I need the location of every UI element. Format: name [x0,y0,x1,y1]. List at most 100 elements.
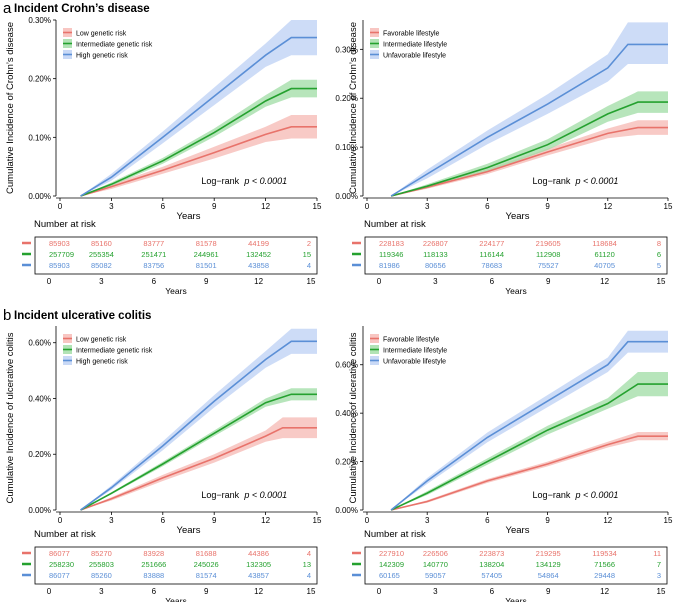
p-value-label: p < 0.0001 [575,490,619,500]
risk-cell: 15 [303,250,311,259]
risk-x-tick-label: 0 [377,277,382,286]
risk-cell: 85160 [91,239,112,248]
x-tick-label: 0 [58,516,63,525]
risk-x-tick-label: 6 [490,277,495,286]
x-tick-label: 15 [664,202,673,211]
section-a-letter: a [3,0,12,17]
risk-cell: 224177 [479,239,504,248]
risk-x-tick-label: 12 [600,277,609,286]
risk-cell: 219295 [536,549,561,558]
series-line-1 [80,126,317,197]
legend-label: Unfavorable lifestyle [383,359,446,366]
risk-cell: 75527 [538,261,559,270]
risk-cell: 132452 [246,250,271,259]
risk-x-tick-label: 6 [152,277,157,286]
risk-x-tick-label: 6 [490,587,495,596]
legend-label: Low genetic risk [76,31,127,38]
y-tick-label: 0.20% [335,94,358,103]
risk-x-axis-label: Years [505,286,526,296]
y-tick-label: 0.40% [335,409,358,418]
x-tick-label: 9 [212,202,217,211]
risk-cell: 116144 [480,250,504,259]
risk-cell: 13 [303,560,311,569]
risk-cell: 112908 [536,250,560,259]
risk-cell: 7 [657,560,661,569]
x-tick-label: 9 [212,516,217,525]
series-line-1 [390,435,668,511]
risk-cell: 81578 [196,239,217,248]
series-line-1 [80,427,317,511]
x-tick-label: 3 [109,516,114,525]
y-axis-label: Cumulative Incidence of ulcerative colit… [5,332,16,503]
ci-band-3 [391,330,668,510]
risk-cell: 251471 [141,250,166,259]
y-tick-label: 0.00% [335,506,358,515]
x-axis-label: Years [177,525,201,536]
series-line-3 [80,340,317,511]
risk-table-title: Number at risk [364,529,426,540]
x-tick-label: 12 [603,516,612,525]
risk-x-tick-label: 3 [433,277,438,286]
risk-cell: 43858 [248,261,269,270]
risk-cell: 60165 [379,571,400,580]
risk-x-tick-label: 9 [204,277,209,286]
risk-cell: 85082 [91,261,112,270]
y-axis-label: Cumulative Incidence of Crohn’s disease [348,22,359,194]
x-axis-label: Years [506,211,530,222]
risk-x-tick-label: 3 [99,587,104,596]
x-tick-label: 3 [425,202,430,211]
risk-cell: 219605 [536,239,561,248]
risk-table-title: Number at risk [364,219,426,230]
x-tick-label: 9 [545,202,550,211]
logrank-label: Log−rank [533,490,571,500]
risk-x-tick-label: 12 [254,277,263,286]
risk-cell: 257709 [49,250,74,259]
risk-cell: 4 [307,571,311,580]
y-axis-label: Cumulative Incidence of ulcerative colit… [348,332,359,503]
risk-cell: 255354 [89,250,114,259]
risk-cell: 223873 [479,549,504,558]
ci-band-3 [391,22,668,197]
legend-label: Favorable lifestyle [383,337,440,344]
risk-cell: 80656 [425,261,446,270]
risk-cell: 85903 [49,261,70,270]
y-tick-label: 0.00% [28,506,51,515]
risk-cell: 227910 [379,549,404,558]
risk-cell: 61120 [594,250,614,259]
panel-a-right: 0.00% 0.10% 0.20% 0.30% 0 3 6 9 12 15 Years Cumulat… [335,20,673,296]
series-line-1 [390,126,668,197]
risk-cell: 85260 [91,571,112,580]
risk-x-tick-label: 15 [307,277,316,286]
y-axis-label: Cumulative Incidence of Crohn’s disease [5,22,16,194]
risk-cell: 78683 [481,261,502,270]
y-tick-label: 0.40% [28,394,51,403]
series-line-3 [390,340,668,511]
x-axis-label: Years [177,211,201,222]
ci-band-1 [391,432,668,510]
y-tick-label: 0.00% [28,192,51,201]
section-b-letter: b [3,307,11,324]
risk-x-tick-label: 0 [377,587,382,596]
series-line-3 [80,36,317,197]
series-line-3 [390,43,668,197]
risk-x-axis-label: Years [165,596,186,602]
logrank-label: Log−rank [201,490,239,500]
legend-label: Intermediate genetic risk [76,42,153,49]
y-tick-label: 0.30% [335,45,358,54]
panel-b-left: 0.00% 0.20% 0.40% 0.60% 0 3 6 9 12 15 Years Cumulat… [5,326,322,602]
p-value-label: p < 0.0001 [243,176,287,186]
risk-table-box [364,236,668,275]
risk-cell: 59057 [425,571,446,580]
x-tick-label: 3 [109,202,114,211]
y-tick-label: 0.60% [28,339,51,348]
risk-cell: 81688 [196,549,217,558]
x-tick-label: 3 [425,516,430,525]
x-axis-label: Years [506,525,530,536]
risk-cell: 11 [653,549,661,558]
logrank-label: Log−rank [533,176,571,186]
logrank-label: Log−rank [201,176,239,186]
x-tick-label: 0 [365,516,370,525]
risk-cell: 57405 [481,571,502,580]
risk-x-tick-label: 15 [657,277,666,286]
risk-cell: 3 [657,571,661,580]
